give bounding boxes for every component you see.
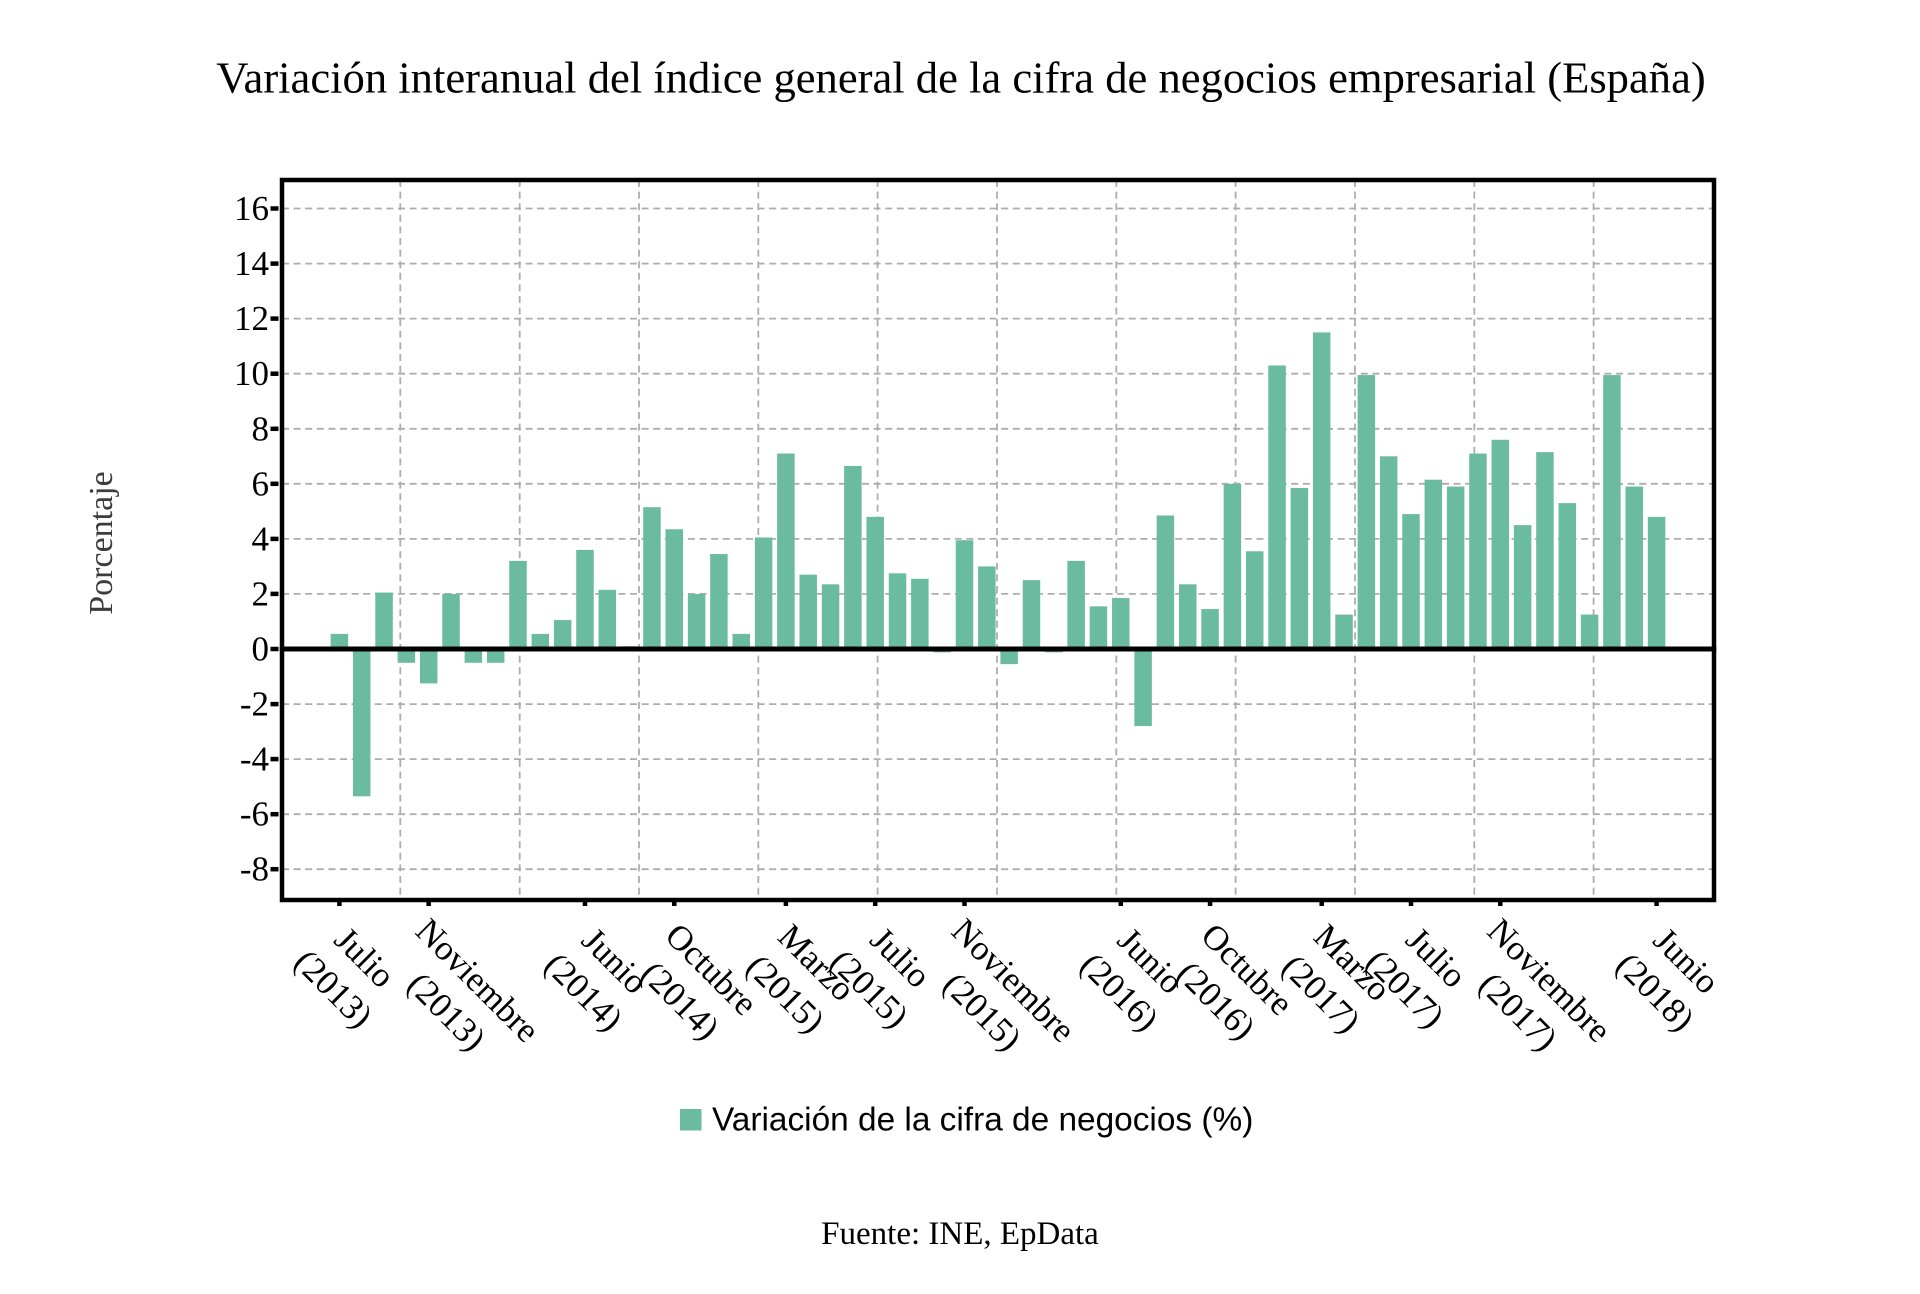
svg-text:-6: -6 xyxy=(240,795,269,834)
svg-text:4: 4 xyxy=(252,519,270,558)
svg-text:-8: -8 xyxy=(240,850,269,889)
svg-text:10: 10 xyxy=(234,354,269,393)
svg-text:12: 12 xyxy=(234,299,269,338)
svg-text:Porcentaje: Porcentaje xyxy=(83,471,120,615)
svg-text:16: 16 xyxy=(234,189,269,228)
svg-text:8: 8 xyxy=(252,409,270,448)
svg-text:-4: -4 xyxy=(240,740,269,779)
svg-text:0: 0 xyxy=(252,630,270,669)
svg-text:Variación de la cifra de negoc: Variación de la cifra de negocios (%) xyxy=(712,1102,1253,1139)
svg-text:6: 6 xyxy=(252,464,270,503)
svg-text:2: 2 xyxy=(252,574,270,613)
svg-text:14: 14 xyxy=(234,244,269,283)
svg-text:Variación interanual del índic: Variación interanual del índice general … xyxy=(216,53,1705,103)
svg-text:-2: -2 xyxy=(240,685,269,724)
svg-text:Fuente: INE, EpData: Fuente: INE, EpData xyxy=(821,1216,1099,1252)
